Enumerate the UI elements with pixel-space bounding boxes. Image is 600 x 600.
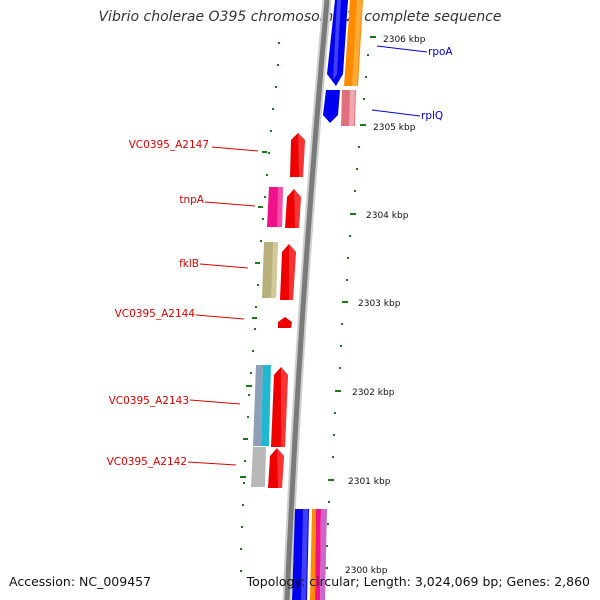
gene-bottom-feature[interactable]	[292, 509, 327, 600]
scale-label-2304: 2304 kbp	[366, 211, 409, 221]
scale-label-2302: 2302 kbp	[352, 388, 395, 398]
gene-fklB-feature[interactable]	[262, 242, 296, 300]
inner-tick-arc	[240, 42, 280, 572]
leader-lines	[187, 45, 428, 466]
gene-VC0395-A2147-feature[interactable]	[290, 133, 305, 177]
gene-label-VC0395-A2143[interactable]: VC0395_A2143	[109, 395, 189, 407]
gene-VC0395-A2144-feature[interactable]	[278, 317, 292, 328]
gene-rpoA-feature[interactable]	[327, 0, 363, 86]
backbone	[284, 0, 330, 600]
gene-label-VC0395-A2144[interactable]: VC0395_A2144	[115, 308, 196, 320]
scale-labels: 2306 kbp 2305 kbp 2304 kbp 2303 kbp 2302…	[345, 35, 426, 576]
gene-label-tnpA[interactable]: tnpA	[179, 194, 204, 206]
gene-label-fklB[interactable]: fklB	[179, 258, 199, 270]
gene-label-rplQ[interactable]: rplQ	[421, 110, 443, 122]
scale-label-2306: 2306 kbp	[383, 35, 426, 45]
gene-label-VC0395-A2147[interactable]: VC0395_A2147	[129, 139, 209, 151]
scale-label-2301: 2301 kbp	[348, 477, 391, 487]
scale-label-2305: 2305 kbp	[373, 123, 416, 133]
gene-rplQ-feature[interactable]	[323, 90, 356, 126]
scale-label-2300: 2300 kbp	[345, 566, 388, 576]
accession-text: Accession: NC_009457	[9, 574, 152, 589]
gene-tnpA-feature[interactable]	[267, 187, 301, 228]
gene-label-VC0395-A2142[interactable]: VC0395_A2142	[107, 456, 187, 468]
summary-text: Topology: circular; Length: 3,024,069 bp…	[246, 574, 590, 589]
gene-VC0395-A2143-feature[interactable]	[253, 365, 288, 447]
map-title: Vibrio cholerae O395 chromosome 2, compl…	[98, 9, 502, 25]
gene-VC0395-A2142-feature[interactable]	[251, 447, 284, 488]
scale-label-2303: 2303 kbp	[358, 299, 401, 309]
gene-label-rpoA[interactable]: rpoA	[428, 46, 453, 58]
